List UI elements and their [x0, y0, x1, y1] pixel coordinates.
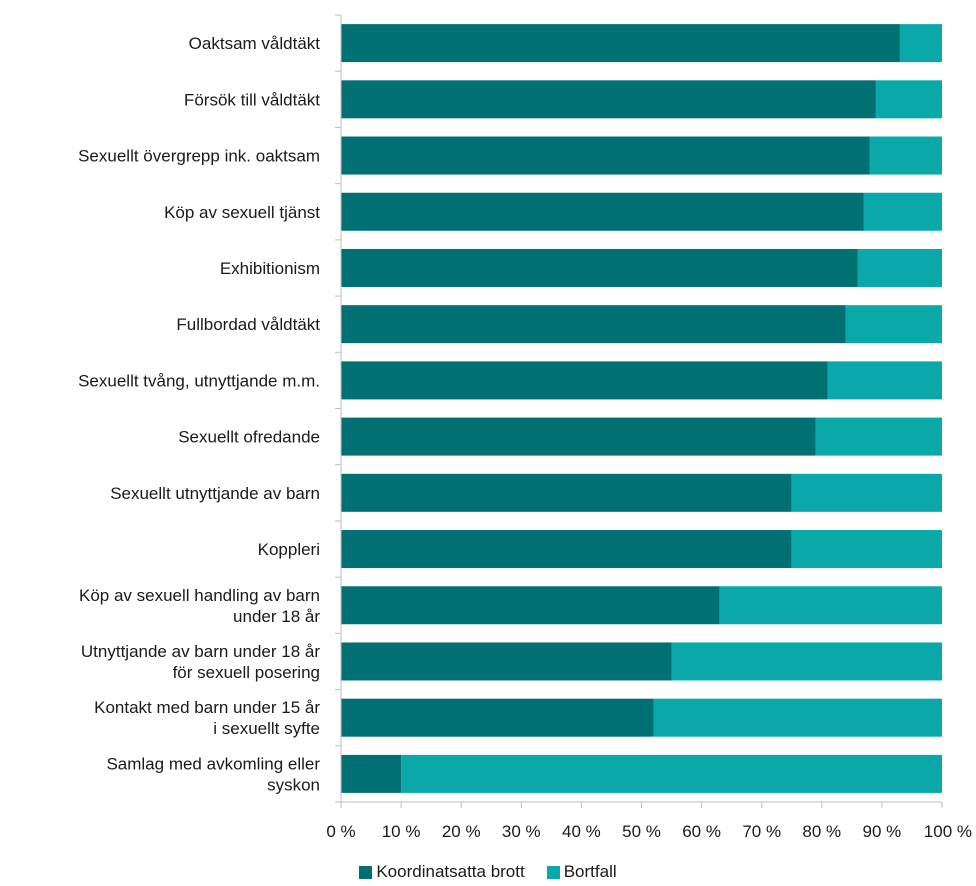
bar-bortfall-4	[857, 248, 942, 287]
category-label-10-line-1: under 18 år	[233, 607, 320, 626]
category-label-6: Sexuellt tvång, utnyttjande m.m.	[78, 371, 320, 390]
x-tick-label-10: 100 %	[924, 822, 972, 841]
bar-bortfall-6	[827, 361, 942, 400]
bar-koordinatsatta-1	[341, 80, 876, 119]
x-tick-label-5: 50 %	[622, 822, 661, 841]
category-label-12-line-1: i sexuellt syfte	[213, 719, 320, 738]
legend-swatch-koordinatsatta	[359, 865, 373, 879]
bar-koordinatsatta-3	[341, 192, 864, 231]
bar-bortfall-13	[401, 754, 943, 793]
category-label-2: Sexuellt övergrepp ink. oaktsam	[78, 147, 320, 166]
bar-bortfall-7	[815, 417, 942, 456]
legend-item-koordinatsatta: Koordinatsatta brott	[359, 862, 525, 882]
bar-koordinatsatta-13	[341, 754, 402, 793]
bar-bortfall-8	[791, 473, 942, 512]
legend: Koordinatsatta brott Bortfall	[0, 858, 976, 886]
bar-koordinatsatta-0	[341, 24, 900, 63]
bar-bortfall-2	[869, 136, 942, 175]
category-label-10-line-0: Köp av sexuell handling av barn	[79, 586, 320, 605]
bar-koordinatsatta-7	[341, 417, 816, 456]
bar-koordinatsatta-4	[341, 248, 858, 287]
legend-label-bortfall: Bortfall	[563, 862, 617, 881]
category-label-11-line-1: för sexuell posering	[173, 663, 320, 682]
bar-koordinatsatta-9	[341, 530, 792, 569]
x-tick-label-2: 20 %	[442, 822, 481, 841]
bar-bortfall-12	[653, 698, 942, 737]
x-tick-label-4: 40 %	[562, 822, 601, 841]
bar-koordinatsatta-12	[341, 698, 654, 737]
bar-koordinatsatta-8	[341, 473, 792, 512]
bar-koordinatsatta-2	[341, 136, 870, 175]
category-label-9: Koppleri	[258, 540, 320, 559]
category-label-1: Försök till våldtäkt	[184, 90, 320, 109]
bar-bortfall-5	[845, 305, 942, 344]
category-label-13-line-1: syskon	[267, 775, 320, 794]
x-tick-label-0: 0 %	[326, 822, 355, 841]
x-tick-label-1: 10 %	[382, 822, 421, 841]
bar-koordinatsatta-6	[341, 361, 828, 400]
category-label-7: Sexuellt ofredande	[178, 428, 320, 447]
legend-item-bortfall: Bortfall	[546, 862, 617, 882]
category-label-13-line-0: Samlag med avkomling eller	[106, 754, 320, 773]
category-label-0: Oaktsam våldtäkt	[189, 34, 321, 53]
bar-koordinatsatta-10	[341, 586, 720, 625]
category-label-12-line-0: Kontakt med barn under 15 år	[94, 698, 320, 717]
bar-bortfall-3	[863, 192, 942, 231]
legend-label-koordinatsatta: Koordinatsatta brott	[376, 862, 525, 881]
x-tick-label-3: 30 %	[502, 822, 541, 841]
category-label-5: Fullbordad våldtäkt	[176, 315, 320, 334]
bar-bortfall-10	[719, 586, 942, 625]
bar-koordinatsatta-11	[341, 642, 672, 681]
legend-swatch-bortfall	[546, 865, 560, 879]
x-tick-label-6: 60 %	[682, 822, 721, 841]
x-tick-label-9: 90 %	[863, 822, 902, 841]
x-tick-label-8: 80 %	[802, 822, 841, 841]
stacked-bar-chart: Oaktsam våldtäkt Försök till våldtäkt Sexu…	[78, 14, 972, 841]
bar-bortfall-1	[875, 80, 942, 119]
category-label-11-line-0: Utnyttjande av barn under 18 år	[81, 642, 320, 661]
bar-koordinatsatta-5	[341, 305, 846, 344]
category-label-3: Köp av sexuell tjänst	[164, 203, 320, 222]
bar-bortfall-9	[791, 530, 942, 569]
category-label-8: Sexuellt utnyttjande av barn	[110, 484, 320, 503]
x-tick-label-7: 70 %	[742, 822, 781, 841]
bar-bortfall-0	[899, 24, 942, 63]
bar-bortfall-11	[671, 642, 942, 681]
category-label-4: Exhibitionism	[220, 259, 320, 278]
